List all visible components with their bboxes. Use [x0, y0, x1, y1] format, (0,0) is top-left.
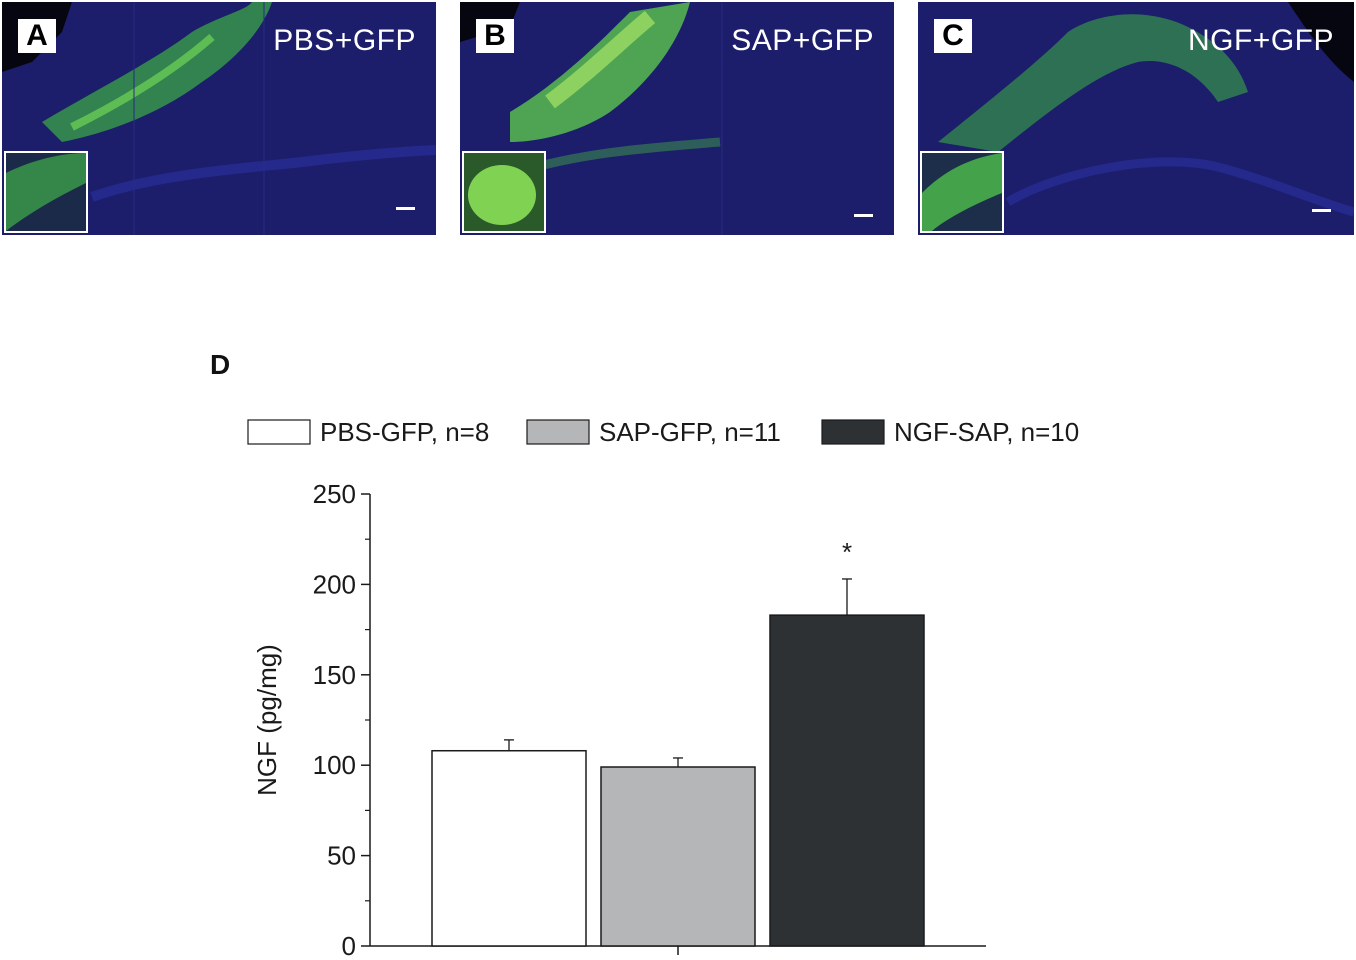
y-tick-label-250: 250: [313, 479, 356, 509]
legend-swatch-2: [526, 419, 590, 445]
legend-label-3: NGF-SAP, n=10: [894, 417, 1079, 447]
y-tick-label-0: 0: [342, 931, 356, 960]
significance-marker-3: *: [842, 537, 852, 567]
panel-letter-b: B: [476, 19, 514, 53]
legend-swatch-3: [821, 419, 885, 445]
y-tick-label-200: 200: [313, 569, 356, 599]
chart-bars: *: [431, 537, 925, 947]
panel-letter-d: D: [210, 349, 230, 380]
panel-letter-c: C: [934, 19, 972, 53]
bar-3: [769, 614, 925, 947]
inset-image-c: [920, 151, 1004, 233]
scale-bar-b: [854, 214, 873, 217]
panel-label-c: NGF+GFP: [1187, 24, 1334, 57]
micrograph-panel-c: C NGF+GFP: [918, 2, 1354, 235]
y-tick-label-100: 100: [313, 750, 356, 780]
chart-legend: PBS-GFP, n=8 SAP-GFP, n=11 NGF-SAP, n=10: [247, 417, 1079, 447]
panel-letter-a: A: [18, 19, 56, 53]
bar-chart: D PBS-GFP, n=8 SAP-GFP, n=11 NGF-SAP, n=10…: [210, 349, 1079, 960]
inset-image-a: [4, 151, 88, 233]
legend-label-2: SAP-GFP, n=11: [599, 417, 781, 447]
y-tick-label-150: 150: [313, 660, 356, 690]
bar-2: [600, 766, 756, 947]
y-tick-label-50: 50: [327, 841, 356, 871]
scale-bar-a: [396, 207, 415, 210]
panel-label-b: SAP+GFP: [731, 24, 874, 57]
legend-label-1: PBS-GFP, n=8: [320, 417, 489, 447]
scale-bar-c: [1312, 209, 1331, 212]
y-axis-label: NGF (pg/mg): [252, 644, 282, 796]
legend-swatch-1: [247, 419, 311, 445]
micrograph-panel-a: A PBS+GFP: [2, 2, 436, 235]
chart-axes: 0 50 100 150 200 250: [313, 479, 986, 960]
panel-label-a: PBS+GFP: [273, 24, 416, 57]
micrograph-panel-b: B SAP+GFP: [460, 2, 894, 235]
inset-image-b: [462, 151, 546, 233]
bar-1: [431, 749, 587, 947]
bar-chart-panel-d: D PBS-GFP, n=8 SAP-GFP, n=11 NGF-SAP, n=10…: [0, 330, 1356, 960]
